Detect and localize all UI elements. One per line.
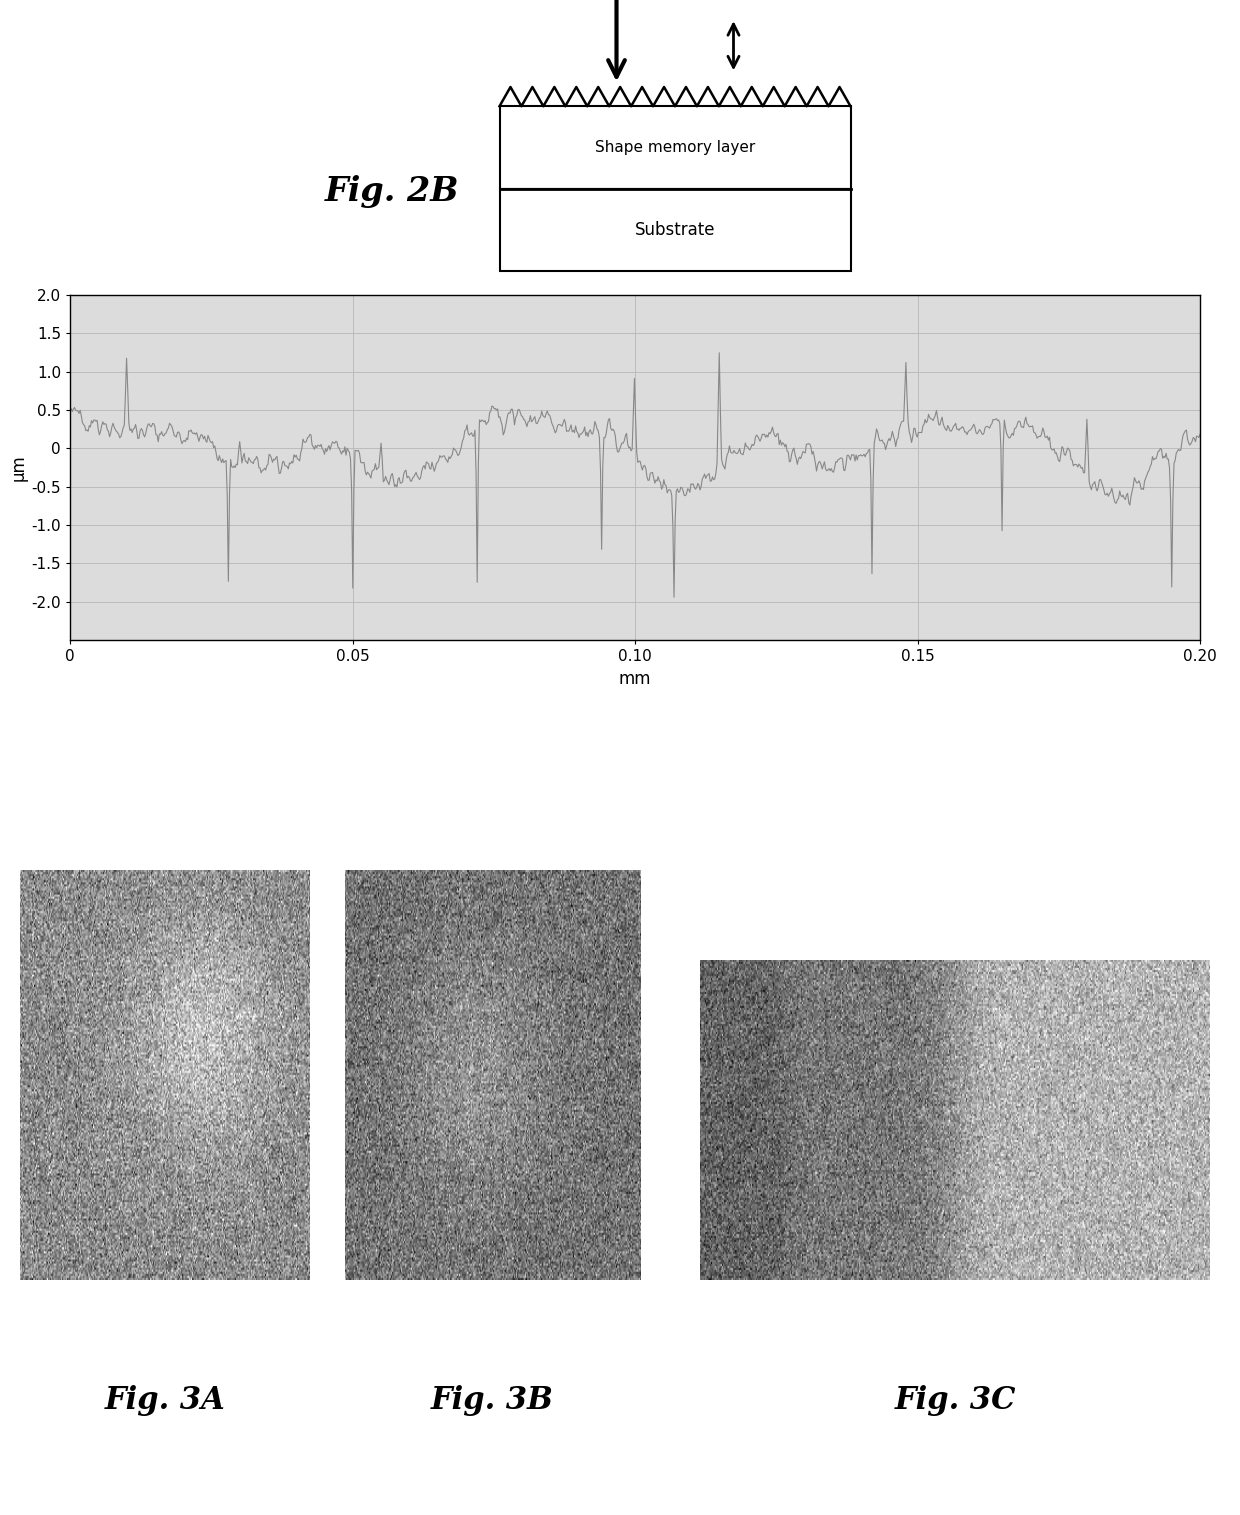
Bar [500, 106, 851, 189]
Text: Fig. 3C: Fig. 3C [894, 1385, 1016, 1415]
Bar [500, 189, 851, 271]
Y-axis label: μm: μm [9, 454, 27, 480]
Text: Fig. 2B: Fig. 2B [325, 174, 459, 208]
Text: Fig. 3A: Fig. 3A [104, 1385, 226, 1415]
Text: Fig. 3B: Fig. 3B [432, 1385, 554, 1415]
X-axis label: mm: mm [619, 670, 651, 688]
Text: Substrate: Substrate [635, 221, 715, 239]
Text: Shape memory layer: Shape memory layer [595, 139, 755, 155]
